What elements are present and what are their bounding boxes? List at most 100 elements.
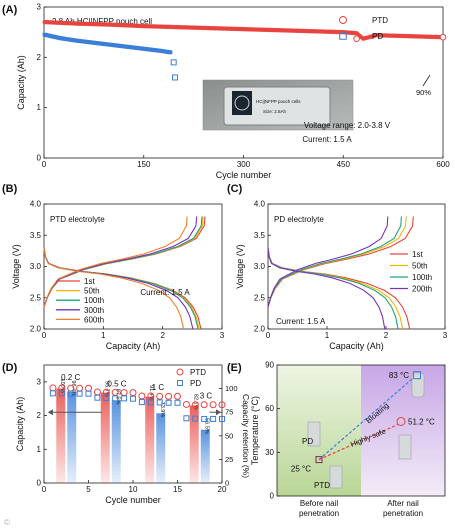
retention-bar-ptd xyxy=(145,396,155,483)
current-note: Current: 1.5 A xyxy=(302,135,352,144)
ptd-end-marker xyxy=(396,416,406,426)
x-tick-label: 600 xyxy=(436,160,450,169)
charge-curve-600th xyxy=(43,216,188,308)
x-tick-label: 3 xyxy=(220,331,225,340)
rate-label-1c: 1 C xyxy=(152,383,165,392)
x-tick-label: 0 xyxy=(42,160,47,169)
x-tick-label: 0 xyxy=(42,331,47,340)
pd-capacity-point xyxy=(147,399,154,406)
pd-capacity-point xyxy=(94,394,101,401)
legend-ptd-marker xyxy=(339,16,347,24)
legend-ptd-marker xyxy=(176,368,184,376)
x-tick-label: 1 xyxy=(101,331,106,340)
pd-capacity-point xyxy=(67,390,74,397)
y-tick-label: 1 xyxy=(37,445,42,454)
ptd-end-temp-label: 51.2 °C xyxy=(408,417,435,426)
pouch-cell-logo-ring xyxy=(234,95,250,111)
pd-capacity-point xyxy=(130,395,136,402)
x-tick-label: 2 xyxy=(384,331,389,340)
legend-label-1st: 1st xyxy=(412,250,423,259)
pd-capacity-point xyxy=(103,395,110,402)
ptd-cell-label: PTD xyxy=(314,481,330,490)
panel-label-b: (B) xyxy=(2,183,18,195)
x-tick-label: 300 xyxy=(237,160,251,169)
y2-tick-label: 0 xyxy=(225,479,229,488)
y2-tick-label: 50 xyxy=(225,431,233,440)
legend-label-1st: 1st xyxy=(84,277,95,286)
retention-label-pd: 73.9% xyxy=(159,402,165,418)
x-tick-label: 2 xyxy=(160,331,165,340)
ptd-capacity-point xyxy=(129,389,137,397)
pd-point xyxy=(168,50,173,55)
y2-tick-label: 25 xyxy=(225,455,233,464)
pouch-caption-2: Size: 2.8Ah xyxy=(263,109,287,114)
y-tick-label: 3.0 xyxy=(254,262,266,271)
callout-arrow xyxy=(422,74,431,87)
start-temp-label: 25 °C xyxy=(291,465,311,474)
legend-pd-label: PD xyxy=(372,32,383,41)
y-tick-label: 30 xyxy=(265,448,274,457)
x-tick-label: 150 xyxy=(137,160,151,169)
panel-c-voltage-profiles-pd: 0 1 2 3 2.0 2.5 3.0 3.5 4.0 Capacity (Ah) Voltage … xyxy=(235,200,448,352)
y-tick-label: 2 xyxy=(37,411,42,420)
y-tick-label: 2.5 xyxy=(30,293,42,302)
x-axis-label: Cycle number xyxy=(216,170,272,180)
retention-bar-pd xyxy=(67,391,77,483)
pd-capacity-point xyxy=(121,395,128,402)
left-axis-arrow-head xyxy=(47,409,53,416)
legend-label-100th: 100th xyxy=(84,296,104,305)
y-axis-label: Temperature (°C) xyxy=(250,396,260,465)
start-point-marker xyxy=(315,456,323,464)
pd-capacity-point xyxy=(49,390,56,397)
pd-cell-before-photo xyxy=(307,421,321,447)
panel-b-voltage-profiles-ptd: 0 1 2 3 2.0 2.5 3.0 3.5 4.0 Capacity (Ah) Voltage … xyxy=(11,200,225,352)
ptd-capacity-point xyxy=(49,384,57,392)
rate-label-0-5c: 0.5 C xyxy=(107,380,126,389)
y-axis-label: Voltage (V) xyxy=(235,244,245,289)
y-tick-label: 60 xyxy=(265,404,274,413)
x-axis-label: Capacity (Ah) xyxy=(329,341,384,351)
charge-curve-1st xyxy=(267,216,414,308)
y-tick-label: 4.0 xyxy=(254,200,266,209)
y-tick-label: 0 xyxy=(37,154,42,163)
legend-label-100th: 100th xyxy=(412,273,432,282)
retention-label-ptd: 100% xyxy=(59,379,65,393)
y2-tick-label: 100 xyxy=(225,384,238,393)
y-tick-label: 3 xyxy=(37,3,42,12)
x-tick-label: 15 xyxy=(173,485,182,494)
retention-bar-ptd xyxy=(56,388,66,483)
ptd-capacity-point xyxy=(165,392,173,400)
ptd-capacity-point xyxy=(85,384,92,392)
ptd-cell-before-photo xyxy=(329,465,343,489)
x-tick-label: 3 xyxy=(443,331,448,340)
y2-tick-label: 75 xyxy=(225,408,233,417)
pd-end-marker xyxy=(413,371,421,380)
x-tick-label: 10 xyxy=(129,485,138,494)
ptd-safe-arrow xyxy=(318,423,399,461)
ptd-capacity-point xyxy=(200,401,208,409)
retention-bar-ptd xyxy=(189,405,199,483)
pd-capacity-point xyxy=(174,399,181,406)
ptd-capacity-point xyxy=(156,392,164,400)
ptd-capacity-point xyxy=(191,401,199,409)
pd-capacity-point xyxy=(156,399,163,406)
legend-label-50th: 50th xyxy=(412,262,428,271)
discharge-curve-200th xyxy=(267,247,386,330)
panel-label-e: (E) xyxy=(227,362,242,374)
category-label-line1: Before nail xyxy=(300,499,338,508)
ptd-capacity-point xyxy=(218,401,226,409)
legend-label-50th: 50th xyxy=(84,287,100,296)
pd-cell-label: PD xyxy=(302,437,313,446)
legend-pd-marker xyxy=(177,380,183,386)
y-tick-label: 0 xyxy=(37,479,42,488)
legend-pd-marker xyxy=(339,32,347,40)
axes-frame xyxy=(276,364,446,497)
ptd-capacity-point xyxy=(111,388,119,396)
retention-label-pd: 96.4% xyxy=(70,380,76,396)
ptd-capacity-point xyxy=(209,401,217,409)
ptd-dip-point xyxy=(353,35,360,43)
discharge-curve-600th xyxy=(43,247,185,330)
